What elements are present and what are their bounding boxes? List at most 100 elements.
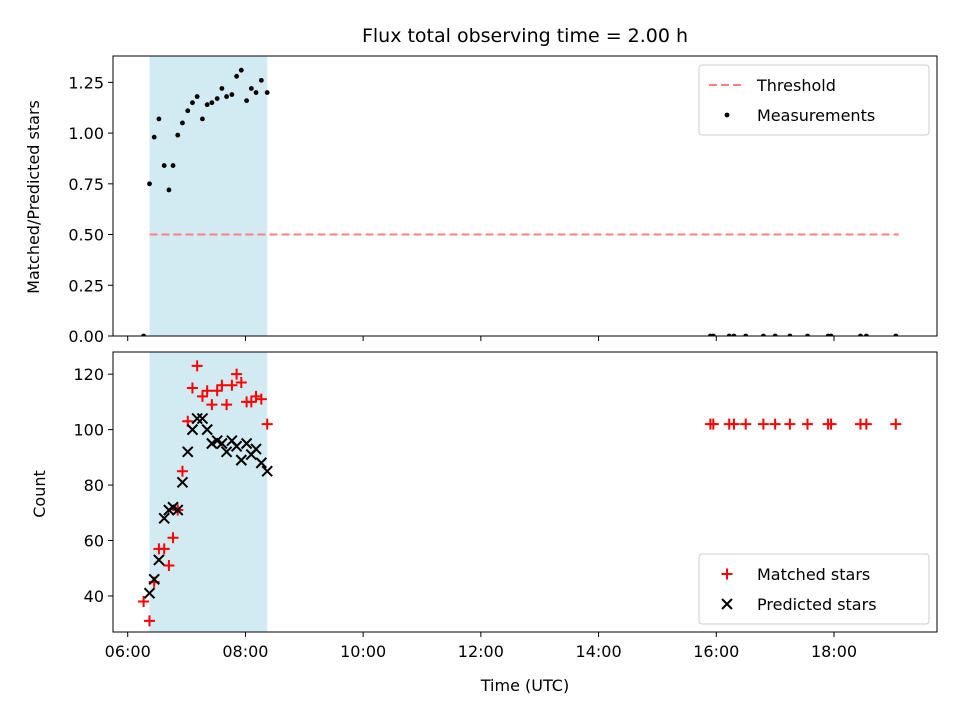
legend-label: Threshold [756,76,836,95]
y-tick-label: 120 [73,365,104,384]
x-tick-label: 16:00 [693,642,739,661]
data-point-plus [802,418,814,430]
data-point-dot [743,333,749,336]
panel-count: 40 60 80 100 120 06:00 08:00 10:00 12:00 14:00 16:… [73,351,938,661]
data-point-x [143,587,156,599]
data-point-dot [253,90,259,95]
x-tick-label: 12:00 [458,642,504,661]
legend: Threshold Measurements [698,64,930,136]
data-point-plus [186,382,198,394]
data-point-dot [156,116,162,122]
observing-window-span [149,352,268,632]
data-point-plus [206,399,218,411]
data-point-dot [175,132,181,138]
data-point-dot [147,181,152,187]
axes-frame [112,351,938,633]
data-point-plus [163,559,175,571]
data-point-plus [138,596,150,608]
data-point-plus [740,418,752,430]
data-point-x [176,476,189,489]
y-axis-label-top: Matched/Predicted stars [24,100,43,294]
data-point-plus [196,390,208,402]
data-point-dot [238,67,244,73]
data-point-plus [211,385,223,397]
data-point-plus [226,379,238,391]
y-tick-label: 60 [84,532,104,551]
legend-swatch-plus [721,568,733,580]
data-point-plus [825,418,837,430]
data-point-dot [229,92,235,97]
data-point-dot [858,333,863,336]
data-point-dot [185,108,191,114]
y-tick-label: 0.25 [68,276,104,295]
data-point-x [196,412,209,425]
legend-frame [698,553,930,625]
y-tick-label: 0.00 [68,327,104,346]
legend-swatch-x [721,598,733,610]
data-point-plus [255,393,267,405]
data-point-dot [731,333,737,336]
data-point-dot [200,116,205,122]
data-point-plus [860,418,872,430]
data-point-plus [728,418,740,430]
data-point-dot [161,163,167,168]
data-point-plus [757,418,769,430]
data-point-dot [805,333,810,336]
data-point-plus [191,360,203,372]
data-point-dot [244,98,250,104]
data-point-dot [264,90,270,95]
x-tick-label: 06:00 [105,642,151,661]
data-point-plus [231,368,243,380]
data-point-plus [158,543,170,555]
data-point-dot [787,333,793,336]
data-point-plus [890,418,902,430]
data-point-x [216,437,228,450]
panel-ratio: 0.00 0.25 0.50 0.75 1.00 1.25 Threshold Measure… [68,55,938,346]
data-point-dot [190,100,195,106]
y-tick-label: 40 [84,587,104,606]
data-point-plus [167,532,179,544]
data-point-dot [828,333,834,336]
y-tick-label: 1.00 [68,124,104,143]
data-point-dot [234,73,240,79]
data-point-x [255,457,268,469]
x-tick-label: 14:00 [576,642,622,661]
data-point-plus [143,615,155,627]
axes-frame [112,55,938,337]
data-point-dot [726,333,732,336]
markers-group [141,67,899,336]
data-point-x [220,446,233,458]
observing-window-span [149,56,268,336]
data-point-dot [204,102,210,108]
chart-title: Flux total observing time = 2.00 h [362,25,688,47]
data-point-dot [863,333,869,336]
legend-frame [698,64,930,136]
data-point-x [186,423,199,436]
data-point-x [158,512,170,525]
data-point-plus [784,418,796,430]
data-point-x [261,465,273,477]
y-tick-label: 0.50 [68,226,104,245]
data-point-x [201,423,213,436]
data-point-plus [769,418,781,430]
data-point-dot [209,100,215,106]
x-axis-label: Time (UTC) [480,676,569,695]
x-tick-label: 08:00 [222,642,268,661]
legend-label: Measurements [757,106,875,125]
data-point-dot [170,163,176,168]
data-point-dot [141,333,147,336]
data-point-dot [760,333,766,336]
markers-group [138,360,902,627]
data-point-plus [221,399,233,411]
data-point-dot [772,333,778,336]
data-point-dot [194,94,200,99]
data-point-dot [180,120,185,126]
data-point-plus [201,385,213,397]
data-point-x [240,437,253,450]
data-point-dot [224,94,229,99]
data-point-x [250,443,262,455]
x-tick-label: 10:00 [340,642,386,661]
data-point-x [153,554,165,566]
data-point-dot [258,77,264,83]
data-point-dot [893,333,899,336]
